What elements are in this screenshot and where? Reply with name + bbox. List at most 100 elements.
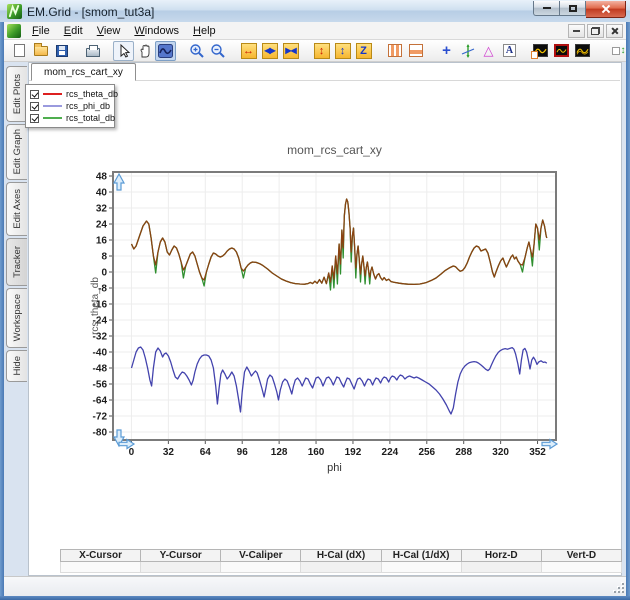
menu-file[interactable]: File <box>32 24 50 37</box>
v-autoscale-button[interactable]: ↕ <box>311 41 332 61</box>
menu-edit[interactable]: Edit <box>63 24 83 37</box>
x-tick-label: 32 <box>163 447 175 458</box>
tracker-axes-button[interactable] <box>457 41 478 61</box>
legend-item[interactable]: rcs_total_db <box>30 112 115 124</box>
col-x-cursor: X-Cursor <box>59 549 142 562</box>
tab-mom-rcs-cart-xy[interactable]: mom_rcs_cart_xy <box>31 63 136 81</box>
col-vert-d: Vert-D <box>541 549 623 562</box>
zoom-in-icon <box>189 43 204 58</box>
y-tick-label: 48 <box>96 172 108 183</box>
caliper-triangle-button[interactable]: △ <box>478 41 499 61</box>
open-folder-button[interactable] <box>30 41 51 61</box>
y-tick-label: -40 <box>93 348 108 359</box>
mdi-minimize-icon <box>573 29 580 32</box>
checkbox-checked-icon[interactable] <box>30 101 39 111</box>
x-tick-label: 96 <box>237 447 249 458</box>
v-autoscale-icon: ↕ <box>313 42 330 59</box>
resize-grip-icon[interactable] <box>613 582 624 593</box>
x-axis-label: phi <box>327 462 342 474</box>
legend-item[interactable]: rcs_theta_db <box>30 88 118 100</box>
x-tick-label: 320 <box>492 447 509 458</box>
menu-windows[interactable]: Windows <box>134 24 180 37</box>
x-tick-label: 0 <box>129 447 135 458</box>
legend-line-sample <box>43 117 62 119</box>
toolbar: ↔ ◀▶ ▶◀ ↕ ↕ Z + △ A <box>4 40 626 62</box>
split-columns-icon <box>387 44 402 57</box>
cursor-readout-table: X-Cursor Y-Cursor V-Caliper H-Cal (dX) H… <box>59 549 623 573</box>
chart[interactable]: 0 32 64 96 128 160 192 224 256 288 320 352 48 40 32 24 1… <box>88 138 568 474</box>
chart-canvas[interactable]: 0 32 64 96 128 160 192 224 256 288 320 352484032241… <box>88 138 568 474</box>
sidebar-tab-edit-plots[interactable]: Edit Plots <box>6 66 27 122</box>
v-align-group-button[interactable]: ↕ <box>603 41 626 61</box>
maximize-button[interactable] <box>560 1 586 16</box>
sidebar-tab-tracker[interactable]: Tracker <box>6 238 27 286</box>
window-title: EM.Grid - [smom_tut3a] <box>27 4 155 19</box>
sidebar-tab-hide[interactable]: Hide <box>6 350 27 382</box>
split-rows-icon <box>408 44 423 57</box>
trace-select-button[interactable] <box>155 40 176 61</box>
menu-view[interactable]: View <box>96 24 121 37</box>
pointer-button[interactable] <box>113 40 134 61</box>
close-button[interactable] <box>586 1 626 18</box>
cursor-table-value-row <box>59 561 623 573</box>
sidebar-tab-edit-axes[interactable]: Edit Axes <box>6 182 27 236</box>
zoom-out-icon <box>210 43 225 58</box>
graph-window-icon <box>554 44 569 57</box>
sidebar-tab-workspace[interactable]: Workspace <box>6 288 27 348</box>
graph-overlay-icon <box>575 44 590 57</box>
h-autoscale-button[interactable]: ↔ <box>238 41 259 61</box>
mdi-restore-button[interactable] <box>587 23 604 38</box>
y-tick-label: -32 <box>93 332 108 343</box>
checkbox-checked-icon[interactable] <box>30 113 39 123</box>
checkbox-checked-icon[interactable] <box>30 89 39 99</box>
split-rows-button[interactable] <box>405 41 426 61</box>
save-button[interactable] <box>51 41 72 61</box>
x-tick-label: 352 <box>529 447 546 458</box>
checkbox-icon <box>611 46 620 55</box>
y-tick-label: 0 <box>101 268 107 279</box>
v-bounds-button[interactable]: Z <box>353 41 374 61</box>
zoom-out-button[interactable] <box>207 41 228 61</box>
cursor-arrow-origin-icon <box>118 438 136 450</box>
y-tick-label: -56 <box>93 380 108 391</box>
h-pan-arrows-icon: ◀▶ <box>261 42 278 59</box>
col-y-cursor: Y-Cursor <box>140 549 222 562</box>
split-columns-button[interactable] <box>384 41 405 61</box>
text-label-button[interactable]: A <box>499 41 520 61</box>
menu-help[interactable]: Help <box>193 24 216 37</box>
h-autoscale-icon: ↔ <box>240 42 257 59</box>
save-icon <box>55 44 68 57</box>
trace-select-icon <box>158 43 173 58</box>
graph-window-button[interactable] <box>551 41 572 61</box>
sidebar-tab-edit-graph[interactable]: Edit Graph <box>6 124 27 180</box>
maximize-icon <box>568 4 577 12</box>
h-pan-arrows-button[interactable]: ◀▶ <box>259 41 280 61</box>
new-document-button[interactable] <box>9 41 30 61</box>
zoom-in-button[interactable] <box>186 41 207 61</box>
x-tick-label: 160 <box>308 447 325 458</box>
x-tick-label: 64 <box>200 447 212 458</box>
print-button[interactable] <box>82 41 103 61</box>
document-icon[interactable] <box>7 23 21 38</box>
chart-title: mom_rcs_cart_xy <box>287 143 382 157</box>
title-bar[interactable]: EM.Grid - [smom_tut3a] <box>0 0 630 22</box>
tab-strip-line <box>29 80 620 81</box>
y-tick-label: -48 <box>93 364 108 375</box>
crosshair-button[interactable]: + <box>436 41 457 61</box>
legend-item[interactable]: rcs_phi_db <box>30 100 110 112</box>
graph-overlay-button[interactable] <box>572 41 593 61</box>
print-icon <box>85 44 100 57</box>
y-tick-label: 40 <box>96 188 108 199</box>
v-pan-arrows-button[interactable]: ↕ <box>332 41 353 61</box>
h-bounds-icon: ▶◀ <box>282 42 299 59</box>
mdi-close-button[interactable] <box>606 23 623 38</box>
mdi-minimize-button[interactable] <box>568 23 585 38</box>
plot-legend: rcs_theta_db rcs_phi_db rcs_total_db <box>25 84 118 128</box>
h-bounds-button[interactable]: ▶◀ <box>280 41 301 61</box>
pan-hand-button[interactable] <box>134 41 155 61</box>
legend-line-sample <box>43 105 62 107</box>
minimize-icon <box>542 7 551 9</box>
minimize-button[interactable] <box>533 1 560 16</box>
mdi-close-icon <box>611 27 619 35</box>
graph-thumbnail-button[interactable] <box>530 41 551 61</box>
